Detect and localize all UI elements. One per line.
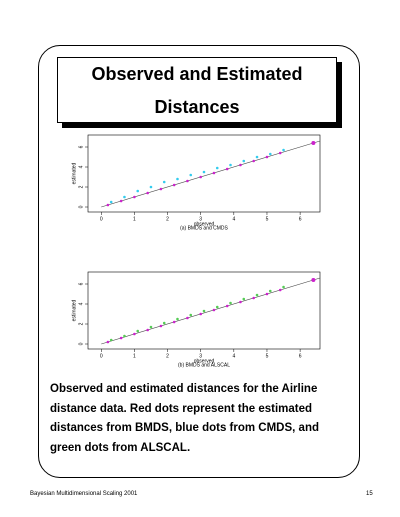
- x-tick-label: 2: [166, 216, 169, 222]
- point: [149, 325, 153, 329]
- point: [123, 334, 126, 338]
- y-tick-label: 6: [78, 145, 84, 148]
- point: [133, 332, 136, 336]
- x-tick-label: 4: [232, 353, 235, 359]
- point: [255, 293, 259, 297]
- point: [311, 141, 316, 145]
- x-tick-label: 4: [232, 216, 235, 222]
- point: [189, 173, 193, 177]
- y-tick-label: 0: [78, 342, 84, 345]
- x-tick-label: 5: [266, 216, 269, 222]
- y-tick-label: 2: [78, 322, 84, 325]
- point: [311, 278, 316, 282]
- point: [229, 301, 232, 305]
- point: [123, 195, 126, 199]
- point: [146, 191, 149, 195]
- point: [176, 317, 179, 321]
- plot-frame: [87, 134, 321, 213]
- y-axis-label: estimated: [71, 162, 77, 184]
- point: [136, 329, 140, 333]
- point: [282, 285, 285, 289]
- x-tick-label: 0: [100, 353, 103, 359]
- point: [225, 167, 229, 171]
- x-tick-label: 3: [199, 353, 202, 359]
- point: [172, 320, 176, 324]
- x-tick-label: 2: [166, 353, 169, 359]
- point: [239, 163, 242, 167]
- point: [136, 189, 140, 193]
- point: [199, 312, 202, 316]
- point: [162, 321, 166, 325]
- x-axis-label: observed: [194, 358, 215, 364]
- point: [268, 152, 272, 156]
- point: [186, 316, 189, 320]
- point: [229, 163, 232, 167]
- point: [159, 324, 163, 328]
- point: [109, 200, 113, 204]
- point: [106, 340, 110, 344]
- point: [215, 305, 219, 309]
- point: [133, 195, 136, 199]
- point: [176, 177, 179, 181]
- point: [242, 159, 246, 163]
- point: [199, 175, 202, 179]
- point: [278, 151, 282, 155]
- y-tick-label: 2: [78, 185, 84, 188]
- point: [252, 296, 256, 300]
- point: [119, 199, 123, 203]
- point: [239, 300, 242, 304]
- plot-subtitle: (b) BMDS and ALSCAL: [178, 362, 230, 368]
- x-tick-label: 1: [133, 216, 136, 222]
- point: [225, 304, 229, 308]
- point: [268, 289, 272, 293]
- x-tick-label: 3: [199, 216, 202, 222]
- point: [212, 308, 216, 312]
- x-tick-label: 6: [299, 216, 302, 222]
- point: [212, 171, 216, 175]
- point: [109, 338, 113, 342]
- point: [202, 309, 206, 313]
- point: [242, 297, 246, 301]
- point: [106, 203, 110, 207]
- point: [252, 159, 256, 163]
- x-axis-label: observed: [194, 221, 215, 227]
- plot-subtitle: (a) BMDS and CMDS: [180, 225, 228, 231]
- caption: Observed and estimated distances for the…: [50, 383, 319, 454]
- x-tick-label: 0: [100, 216, 103, 222]
- point: [146, 328, 149, 332]
- point: [202, 170, 206, 174]
- x-tick-label: 1: [133, 353, 136, 359]
- reference-line: [101, 277, 321, 345]
- reference-line: [101, 140, 321, 208]
- x-tick-label: 6: [299, 353, 302, 359]
- y-tick-label: 4: [78, 165, 84, 168]
- point: [215, 166, 219, 170]
- footer: Bayesian Multidimensional Scaling 2001: [30, 491, 138, 497]
- point: [282, 148, 285, 152]
- y-tick-label: 6: [78, 282, 84, 285]
- point: [265, 292, 269, 296]
- point: [119, 336, 123, 340]
- point: [265, 155, 269, 159]
- point: [189, 313, 193, 317]
- point: [162, 180, 166, 184]
- slide-title: Observed and Estimated Distances: [57, 57, 337, 123]
- point: [159, 187, 163, 191]
- point: [149, 185, 153, 189]
- point: [255, 155, 259, 159]
- page-number: 15: [366, 491, 373, 497]
- y-tick-label: 0: [78, 205, 84, 208]
- point: [186, 179, 189, 183]
- plot-frame: [87, 271, 321, 350]
- slide-frame: [38, 45, 360, 478]
- point: [172, 183, 176, 187]
- y-axis-label: estimated: [71, 299, 77, 321]
- x-tick-label: 5: [266, 353, 269, 359]
- point: [278, 288, 282, 292]
- y-tick-label: 4: [78, 302, 84, 305]
